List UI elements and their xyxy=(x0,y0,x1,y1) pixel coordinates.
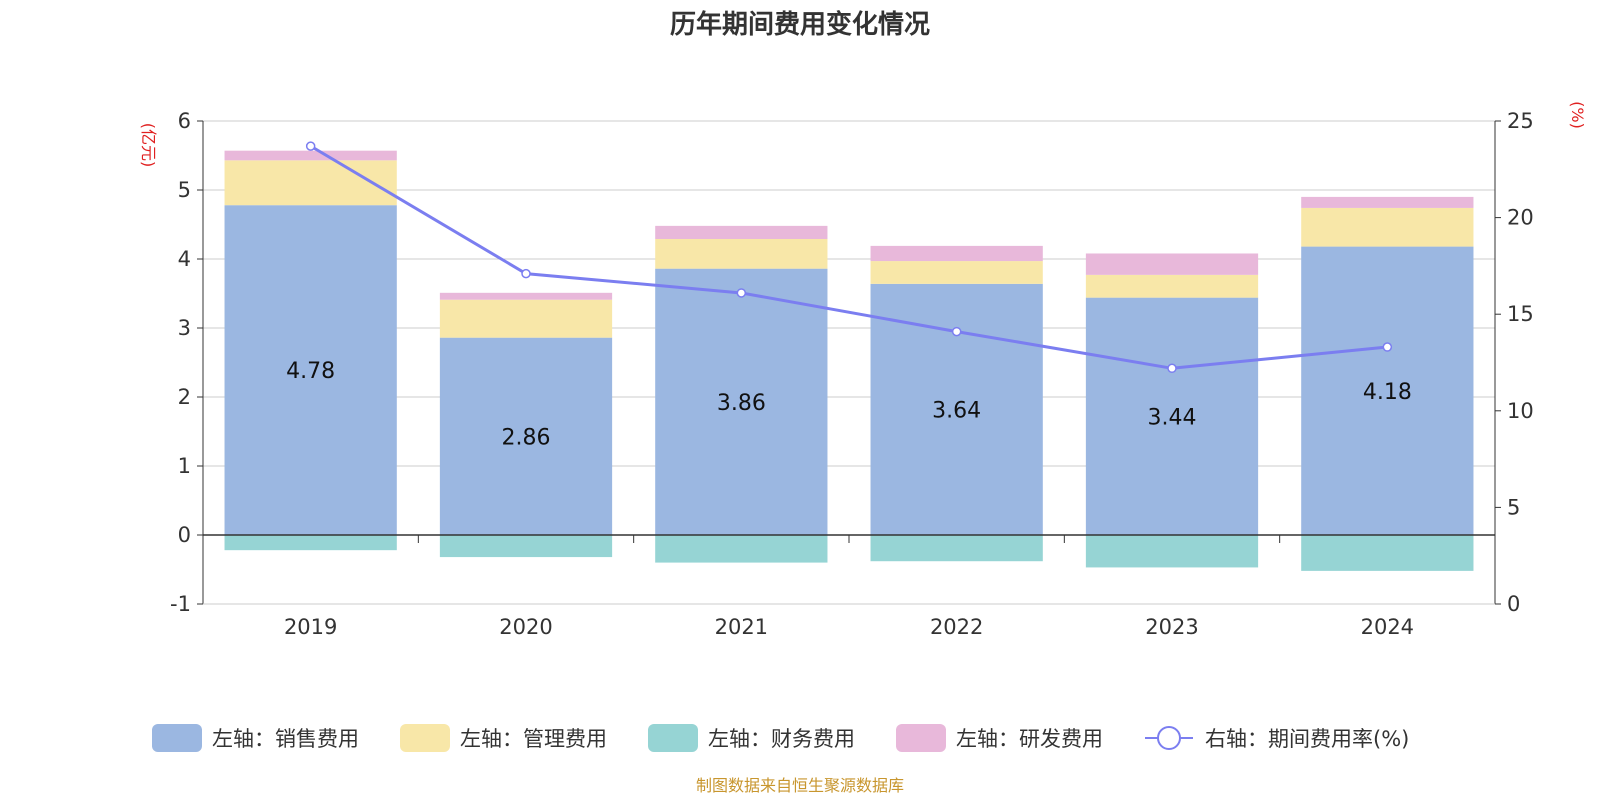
bar-研发费用 xyxy=(655,225,828,239)
bar-data-label: 3.44 xyxy=(1148,405,1197,430)
bar-管理费用 xyxy=(224,160,397,206)
bar-管理费用 xyxy=(870,261,1043,284)
legend-swatch xyxy=(896,724,946,752)
bar-财务费用 xyxy=(1301,535,1474,571)
bar-管理费用 xyxy=(439,299,613,338)
source-note: 制图数据来自恒生聚源数据库 xyxy=(696,776,904,795)
left-axis-tick-label: 1 xyxy=(178,454,191,478)
x-axis-tick-label: 2024 xyxy=(1361,615,1414,639)
left-axis-tick-label: 3 xyxy=(178,316,191,340)
left-axis-tick-label: 0 xyxy=(178,523,191,547)
rate-point xyxy=(305,141,316,151)
bar-data-label: 3.86 xyxy=(717,391,766,416)
bar-财务费用 xyxy=(1085,535,1259,568)
bar-data-label: 4.18 xyxy=(1363,380,1412,405)
right-axis-tick-label: 0 xyxy=(1507,592,1520,616)
rate-line xyxy=(305,141,1393,374)
bar-研发费用 xyxy=(1301,196,1474,208)
rate-line-path xyxy=(309,144,1388,370)
bar-研发费用 xyxy=(1085,253,1259,275)
bar-管理费用 xyxy=(655,238,828,269)
left-axis-tick-label: -1 xyxy=(170,592,191,616)
left-axis-tick-label: 5 xyxy=(178,178,191,202)
bars xyxy=(224,150,1474,571)
left-axis-unit: (亿元) xyxy=(139,123,158,168)
legend-circle-swatch xyxy=(1157,726,1181,750)
legend-label: 左轴：管理费用 xyxy=(460,727,607,751)
bar-销售费用 xyxy=(870,283,1043,535)
legend-label: 右轴：期间费用率(%) xyxy=(1205,727,1409,751)
x-axis-tick-label: 2023 xyxy=(1145,615,1198,639)
axes: -1 0 1 2 3 4 5 6 0 5 10 15 20 25 2019 2020 2021 2022 2023 2… xyxy=(170,109,1534,639)
bar-data-label: 2.86 xyxy=(502,425,551,450)
bar-销售费用 xyxy=(655,268,828,535)
bar-研发费用 xyxy=(870,245,1043,262)
right-axis-tick-label: 25 xyxy=(1507,109,1534,133)
right-axis-tick-label: 20 xyxy=(1507,206,1534,230)
bar-data-label: 3.64 xyxy=(932,398,981,423)
bar-管理费用 xyxy=(1085,274,1259,298)
grid-lines xyxy=(203,120,1495,605)
left-axis-tick-label: 4 xyxy=(178,247,191,271)
right-axis-tick-label: 5 xyxy=(1507,495,1520,519)
rate-point xyxy=(951,326,962,337)
bar-销售费用 xyxy=(1301,246,1474,535)
bar-财务费用 xyxy=(655,535,828,563)
bar-销售费用 xyxy=(1085,297,1259,535)
legend-swatch xyxy=(400,724,450,752)
bar-销售费用 xyxy=(224,205,397,535)
legend-label: 左轴：研发费用 xyxy=(956,727,1103,751)
bar-研发费用 xyxy=(439,292,613,300)
bar-财务费用 xyxy=(870,535,1043,562)
legend-swatch xyxy=(152,724,202,752)
bar-data-label: 4.78 xyxy=(286,359,335,384)
left-axis-tick-label: 6 xyxy=(178,109,191,133)
bar-管理费用 xyxy=(1301,207,1474,247)
x-axis-tick-label: 2020 xyxy=(499,615,552,639)
chart-title: 历年期间费用变化情况 xyxy=(670,9,930,40)
right-axis-tick-label: 15 xyxy=(1507,302,1534,326)
legend-label: 左轴：销售费用 xyxy=(212,727,359,751)
rate-point xyxy=(1382,342,1393,352)
data-labels: 4.78 2.86 3.86 3.64 3.44 4.18 xyxy=(286,359,1412,450)
bar-财务费用 xyxy=(224,535,397,551)
bar-财务费用 xyxy=(439,535,613,558)
bar-销售费用 xyxy=(439,337,613,535)
rate-point xyxy=(736,288,747,298)
x-axis-tick-label: 2021 xyxy=(715,615,768,639)
right-axis-tick-label: 10 xyxy=(1507,399,1534,423)
x-axis-tick-label: 2022 xyxy=(930,615,983,639)
left-axis-tick-label: 2 xyxy=(178,385,191,409)
x-axis-tick-label: 2019 xyxy=(284,615,337,639)
right-axis-unit: (%) xyxy=(1568,101,1587,129)
legend-swatch xyxy=(648,724,698,752)
legend: 左轴：销售费用 左轴：管理费用 左轴：财务费用 左轴：研发费用 右轴：期间费用率(%) xyxy=(152,724,1409,752)
rate-point xyxy=(521,268,531,279)
legend-label: 左轴：财务费用 xyxy=(708,727,855,751)
rate-point xyxy=(1167,363,1177,374)
bar-研发费用 xyxy=(224,150,397,161)
